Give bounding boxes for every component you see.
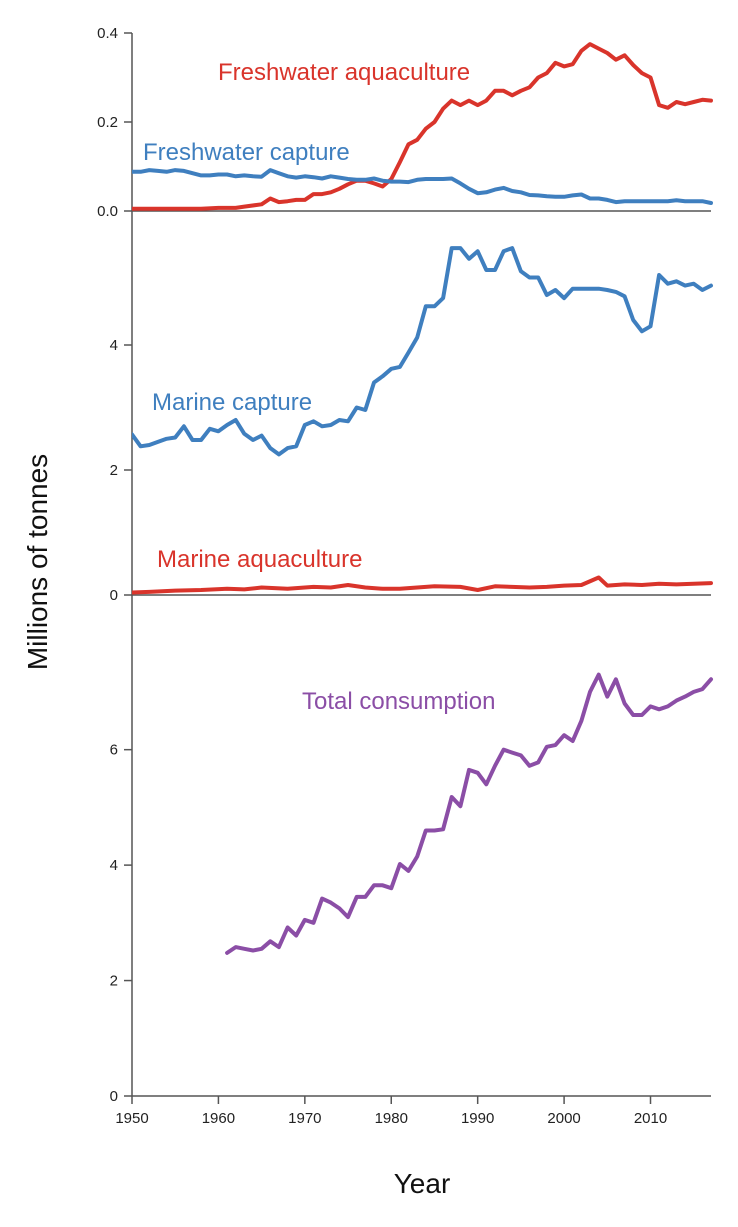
y-axis-title: Millions of tonnes [22,454,53,670]
x-tick-label: 1990 [461,1110,494,1127]
x-tick-label: 2010 [634,1110,667,1127]
total-consumption-line [225,672,713,955]
y-tick-label: 0 [110,1088,118,1105]
x-tick-label: 1970 [288,1110,321,1127]
marine-capture-label: Marine capture [152,389,312,416]
tick-marks: 1950 1960 1970 1980 1990 2000 2010 0.0 0.2 0.4 0 2 4… [97,25,667,1127]
x-tick-label: 2000 [547,1110,580,1127]
marine-capture-line [132,246,713,457]
freshwater-aquaculture-line [132,42,713,211]
y-tick-label: 4 [110,857,118,874]
freshwater-aquaculture-label: Freshwater aquaculture [218,59,470,86]
y-tick-label: 6 [110,742,118,759]
series-lines [132,42,713,955]
marine-aquaculture-line [132,575,713,595]
y-tick-label: 0.0 [97,203,118,220]
x-tick-label: 1950 [115,1110,148,1127]
marine-aquaculture-label: Marine aquaculture [157,546,362,573]
y-tick-label: 4 [110,337,118,354]
freshwater-capture-line [132,168,713,205]
freshwater-capture-label: Freshwater capture [143,139,350,166]
y-tick-label: 0.2 [97,114,118,131]
y-tick-label: 0 [110,587,118,604]
x-tick-label: 1980 [375,1110,408,1127]
series-labels: Freshwater aquaculture Freshwater capture… [143,59,495,715]
x-tick-label: 1960 [202,1110,235,1127]
y-tick-label: 2 [110,462,118,479]
y-tick-label: 2 [110,973,118,990]
y-tick-label: 0.4 [97,25,118,42]
total-consumption-label: Total consumption [302,688,495,715]
x-axis-title: Year [394,1168,451,1199]
